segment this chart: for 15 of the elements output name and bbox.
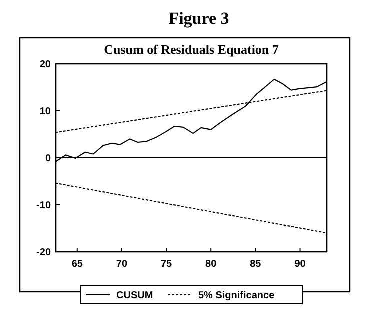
legend-label: CUSUM — [116, 290, 154, 302]
chart-subtitle: Cusum of Residuals Equation 7 — [104, 42, 280, 57]
x-tick-label: 65 — [72, 259, 84, 270]
y-tick-label: 0 — [45, 154, 52, 164]
chart-title: Figure 3 — [168, 9, 230, 28]
x-tick-label: 85 — [250, 259, 262, 270]
y-tick-label: 20 — [40, 60, 52, 70]
y-tick-label: -10 — [36, 200, 52, 212]
x-tick-label: 80 — [206, 259, 218, 270]
x-tick-label: 70 — [116, 259, 128, 270]
legend-label: 5% Significance — [198, 290, 276, 302]
y-tick-label: -20 — [36, 248, 52, 258]
x-tick-label: 90 — [294, 259, 306, 270]
x-tick-label: 75 — [160, 259, 173, 270]
y-tick-label: 10 — [40, 106, 52, 118]
